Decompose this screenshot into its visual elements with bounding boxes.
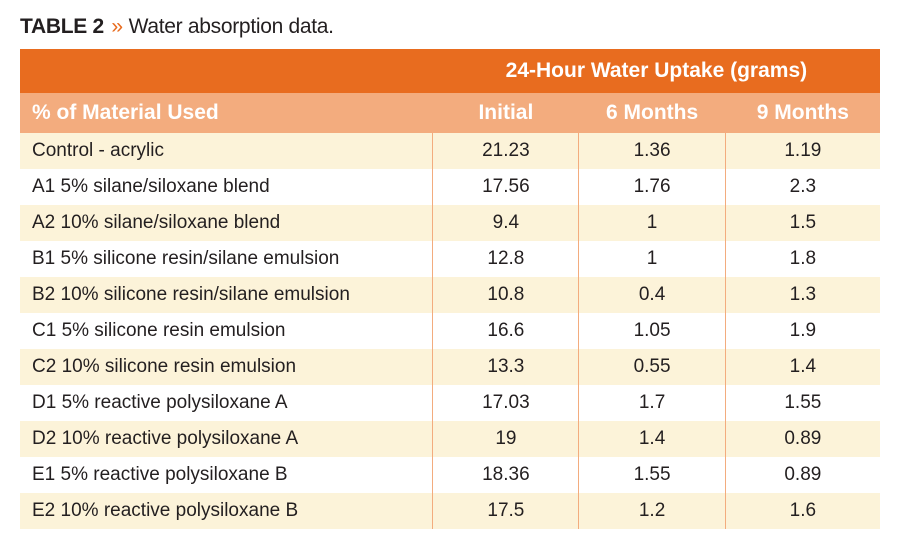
cell-initial: 13.3 [433, 349, 579, 385]
cell-9months: 1.5 [725, 205, 880, 241]
cell-material: B1 5% silicone resin/silane emulsion [20, 241, 433, 277]
cell-material: D1 5% reactive polysiloxane A [20, 385, 433, 421]
cell-6months: 1 [579, 205, 725, 241]
cell-6months: 1.55 [579, 457, 725, 493]
cell-9months: 1.3 [725, 277, 880, 313]
cell-9months: 0.89 [725, 457, 880, 493]
table-row: D2 10% reactive polysiloxane A191.40.89 [20, 421, 880, 457]
cell-material: C2 10% silicone resin emulsion [20, 349, 433, 385]
cell-material: A1 5% silane/siloxane blend [20, 169, 433, 205]
cell-initial: 17.5 [433, 493, 579, 529]
table-body: Control - acrylic21.231.361.19A1 5% sila… [20, 133, 880, 529]
cell-9months: 1.55 [725, 385, 880, 421]
table-row: C1 5% silicone resin emulsion16.61.051.9 [20, 313, 880, 349]
cell-6months: 1.4 [579, 421, 725, 457]
table-row: C2 10% silicone resin emulsion13.30.551.… [20, 349, 880, 385]
cell-material: A2 10% silane/siloxane blend [20, 205, 433, 241]
chevrons-icon: » [109, 15, 123, 38]
cell-material: E2 10% reactive polysiloxane B [20, 493, 433, 529]
header-top: 24-Hour Water Uptake (grams) [433, 49, 880, 93]
header-9months: 9 Months [725, 93, 880, 133]
cell-9months: 1.4 [725, 349, 880, 385]
table-row: E1 5% reactive polysiloxane B18.361.550.… [20, 457, 880, 493]
header-initial: Initial [433, 93, 579, 133]
cell-initial: 16.6 [433, 313, 579, 349]
cell-material: Control - acrylic [20, 133, 433, 169]
data-table: 24-Hour Water Uptake (grams) % of Materi… [20, 49, 880, 529]
cell-6months: 1.05 [579, 313, 725, 349]
cell-material: D2 10% reactive polysiloxane A [20, 421, 433, 457]
cell-6months: 0.4 [579, 277, 725, 313]
table-caption-text: Water absorption data. [129, 15, 334, 38]
table-row: E2 10% reactive polysiloxane B17.51.21.6 [20, 493, 880, 529]
table-row: B1 5% silicone resin/silane emulsion12.8… [20, 241, 880, 277]
cell-6months: 1.36 [579, 133, 725, 169]
cell-material: B2 10% silicone resin/silane emulsion [20, 277, 433, 313]
cell-6months: 0.55 [579, 349, 725, 385]
table-row: B2 10% silicone resin/silane emulsion10.… [20, 277, 880, 313]
cell-initial: 10.8 [433, 277, 579, 313]
header-empty [20, 49, 433, 93]
cell-9months: 2.3 [725, 169, 880, 205]
cell-initial: 9.4 [433, 205, 579, 241]
cell-initial: 21.23 [433, 133, 579, 169]
cell-initial: 17.03 [433, 385, 579, 421]
table-row: D1 5% reactive polysiloxane A17.031.71.5… [20, 385, 880, 421]
table-row: Control - acrylic21.231.361.19 [20, 133, 880, 169]
cell-9months: 1.8 [725, 241, 880, 277]
cell-9months: 1.19 [725, 133, 880, 169]
cell-material: E1 5% reactive polysiloxane B [20, 457, 433, 493]
cell-6months: 1.2 [579, 493, 725, 529]
cell-6months: 1 [579, 241, 725, 277]
cell-initial: 12.8 [433, 241, 579, 277]
header-6months: 6 Months [579, 93, 725, 133]
table-row: A2 10% silane/siloxane blend9.411.5 [20, 205, 880, 241]
cell-9months: 0.89 [725, 421, 880, 457]
table-row: A1 5% silane/siloxane blend17.561.762.3 [20, 169, 880, 205]
header-material: % of Material Used [20, 93, 433, 133]
cell-material: C1 5% silicone resin emulsion [20, 313, 433, 349]
cell-9months: 1.6 [725, 493, 880, 529]
cell-initial: 17.56 [433, 169, 579, 205]
cell-initial: 19 [433, 421, 579, 457]
cell-9months: 1.9 [725, 313, 880, 349]
cell-initial: 18.36 [433, 457, 579, 493]
table-caption: TABLE 2 » Water absorption data. [20, 15, 880, 39]
cell-6months: 1.7 [579, 385, 725, 421]
cell-6months: 1.76 [579, 169, 725, 205]
table-label: TABLE 2 [20, 15, 104, 38]
